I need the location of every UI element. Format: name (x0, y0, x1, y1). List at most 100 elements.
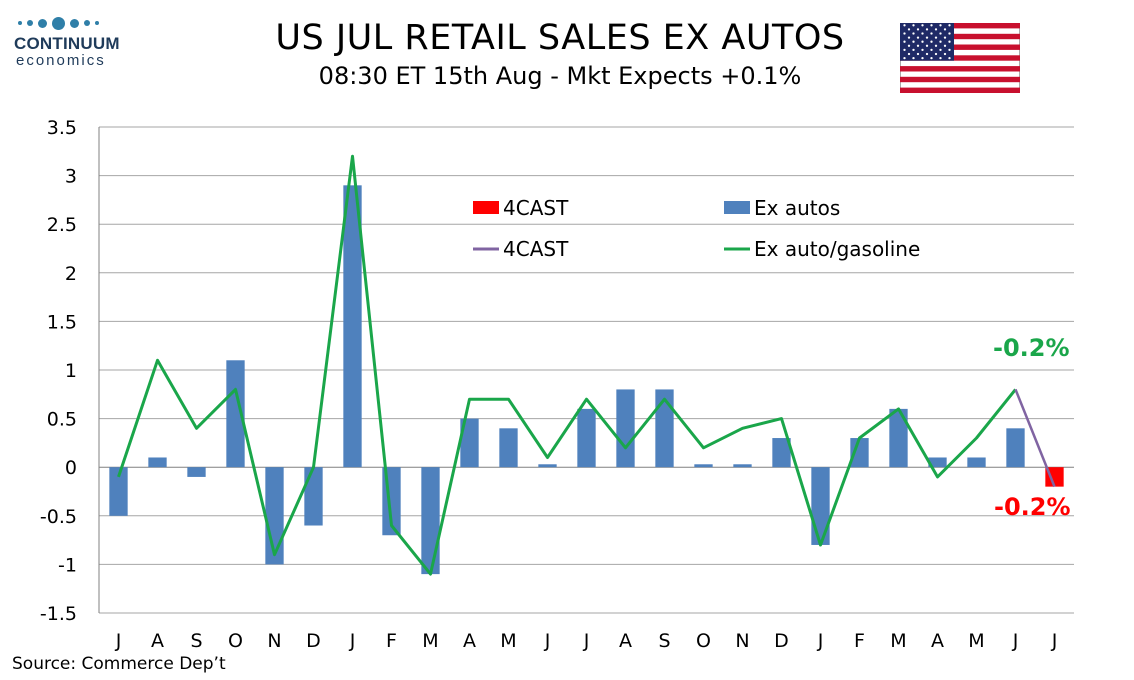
legend-swatch (473, 201, 499, 214)
flag-star (916, 52, 920, 56)
x-tick-label: N (735, 630, 749, 652)
flag-star (930, 48, 933, 52)
flag-star (934, 28, 938, 31)
logo-name: CONTINUUM (14, 34, 120, 53)
x-tick-label: S (658, 630, 670, 652)
x-tick-label: O (696, 630, 711, 652)
flag-star (939, 24, 942, 27)
flag-star (943, 52, 947, 56)
flag-star (907, 44, 911, 47)
bar-layer (109, 185, 1064, 575)
legend-label: Ex auto/gasoline (754, 237, 920, 261)
x-tick-label: A (151, 630, 164, 652)
bar-ex-autos (187, 467, 206, 477)
source-note: Source: Commerce Dep’t (12, 654, 226, 674)
bar-ex-autos (148, 457, 167, 468)
bar-ex-autos (655, 389, 674, 468)
logo-sub: economics (16, 52, 106, 69)
x-tick-label: J (1051, 630, 1058, 652)
flag-star (921, 24, 924, 27)
x-tick-label: A (463, 630, 476, 652)
flag-star (930, 40, 933, 43)
bar-ex-autos (577, 408, 596, 468)
flag-star (912, 40, 915, 43)
bar-ex-autos (226, 360, 245, 468)
flag-star (912, 24, 915, 27)
bar-ex-autos (538, 464, 557, 468)
bar-ex-autos (343, 185, 362, 468)
x-tick-label: S (190, 630, 202, 652)
line-ex-auto-gasoline (117, 154, 1017, 576)
line-layer (117, 154, 1056, 576)
legend-label: Ex autos (754, 196, 840, 220)
flag-star (907, 36, 911, 39)
flag-star (912, 48, 915, 52)
flag-star (948, 56, 951, 60)
bar-ex-autos (304, 467, 323, 526)
annotation-green: -0.2% (993, 334, 1070, 362)
flag-star (948, 48, 951, 52)
y-tick-label: 0 (65, 457, 77, 479)
tick-layer: 3.5 3 2.5 2 1.5 1 0.5 0 -0.5 -1 -1.5 J A S O N D J F M A M J J A… (40, 117, 1057, 652)
bar-ex-autos (772, 438, 791, 468)
x-tick-label: M (890, 630, 906, 652)
flag-star (903, 56, 906, 60)
flag-star (903, 24, 906, 27)
flag-star (921, 40, 924, 43)
x-tick-label: J (817, 630, 824, 652)
flag-star (948, 24, 951, 27)
bar-ex-autos (616, 389, 635, 468)
flag-star (921, 32, 924, 35)
x-tick-label: F (854, 630, 865, 652)
flag-star (939, 56, 942, 60)
flag-star (912, 32, 915, 35)
y-tick-label: 3.5 (47, 117, 77, 139)
annotation-layer: -0.2% -0.2% (993, 334, 1071, 521)
flag-star (925, 36, 929, 39)
logo-dots (18, 14, 134, 32)
flag-star (930, 24, 933, 27)
flag-star (925, 28, 929, 31)
flag-star (921, 48, 924, 52)
bar-ex-autos (928, 457, 947, 468)
us-flag-icon (900, 23, 1020, 93)
bar-ex-autos (499, 428, 518, 468)
legend: 4CAST Ex autos 4CAST Ex auto/gasoline (473, 196, 920, 261)
bar-ex-autos (733, 464, 752, 468)
x-tick-label: M (422, 630, 438, 652)
y-tick-label: 1.5 (47, 311, 77, 333)
chart-subtitle: 08:30 ET 15th Aug - Mkt Expects +0.1% (318, 62, 802, 90)
y-tick-label: 3 (65, 166, 77, 188)
x-tick-label: D (774, 630, 789, 652)
flag-star (921, 56, 924, 60)
bar-ex-autos (811, 467, 830, 545)
flag-star (930, 56, 933, 60)
y-tick-label: 1 (65, 360, 77, 382)
x-tick-label: J (1012, 630, 1019, 652)
flag-star (907, 28, 911, 31)
flag-star (939, 32, 942, 35)
flag-star (925, 44, 929, 47)
flag-star (916, 36, 920, 39)
flag-star (943, 28, 947, 31)
line-4cast (1014, 388, 1056, 488)
x-tick-label: F (386, 630, 397, 652)
legend-label: 4CAST (503, 237, 569, 261)
bar-ex-autos (967, 457, 986, 468)
bar-ex-autos (382, 467, 401, 536)
x-tick-label: J (349, 630, 356, 652)
y-tick-label: -1 (58, 554, 77, 576)
bar-ex-autos (850, 438, 869, 468)
bar-ex-autos (889, 408, 908, 468)
flag-star (934, 44, 938, 47)
flag-star (934, 52, 938, 56)
x-tick-label: A (931, 630, 944, 652)
flag-star (948, 32, 951, 35)
x-tick-label: M (500, 630, 516, 652)
continuum-logo: CONTINUUM economics (14, 14, 134, 69)
flag-star (943, 36, 947, 39)
flag-star (930, 32, 933, 35)
bar-ex-autos (109, 467, 128, 516)
y-tick-label: 2.5 (47, 214, 77, 236)
